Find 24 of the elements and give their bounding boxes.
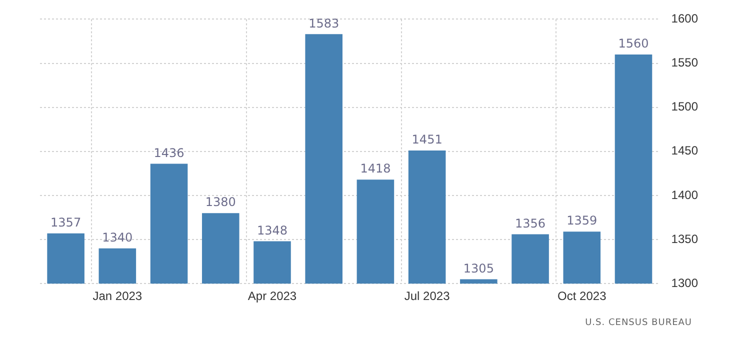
- y-tick-label: 1600: [671, 12, 698, 26]
- y-tick-label: 1500: [671, 100, 698, 114]
- data-label: 1451: [412, 132, 442, 147]
- data-label: 1356: [515, 216, 546, 230]
- data-label: 1560: [618, 36, 649, 51]
- data-label: 1359: [566, 214, 598, 228]
- data-label: 1418: [360, 162, 391, 176]
- y-tick-label: 1450: [671, 144, 698, 158]
- data-label: 1436: [154, 146, 184, 160]
- y-tick-label: 1350: [671, 232, 698, 246]
- data-label: 1348: [256, 223, 288, 238]
- data-label: 1583: [308, 16, 340, 30]
- x-tick-label: Apr 2023: [248, 289, 297, 304]
- data-label: 1340: [102, 230, 133, 244]
- y-tick-label: 1300: [671, 276, 698, 290]
- text: U.S. CENSUS BUREAU: [585, 318, 692, 328]
- y-tick-label: 1550: [671, 56, 698, 70]
- data-label: 1380: [205, 195, 236, 210]
- x-tick-label: Jan 2023: [92, 289, 142, 304]
- x-tick-label: Jul 2023: [404, 289, 450, 304]
- data-label: 1305: [463, 261, 494, 276]
- x-tick-label: Oct 2023: [558, 289, 607, 304]
- y-tick-label: 1400: [671, 188, 698, 202]
- data-label: 1357: [50, 215, 82, 230]
